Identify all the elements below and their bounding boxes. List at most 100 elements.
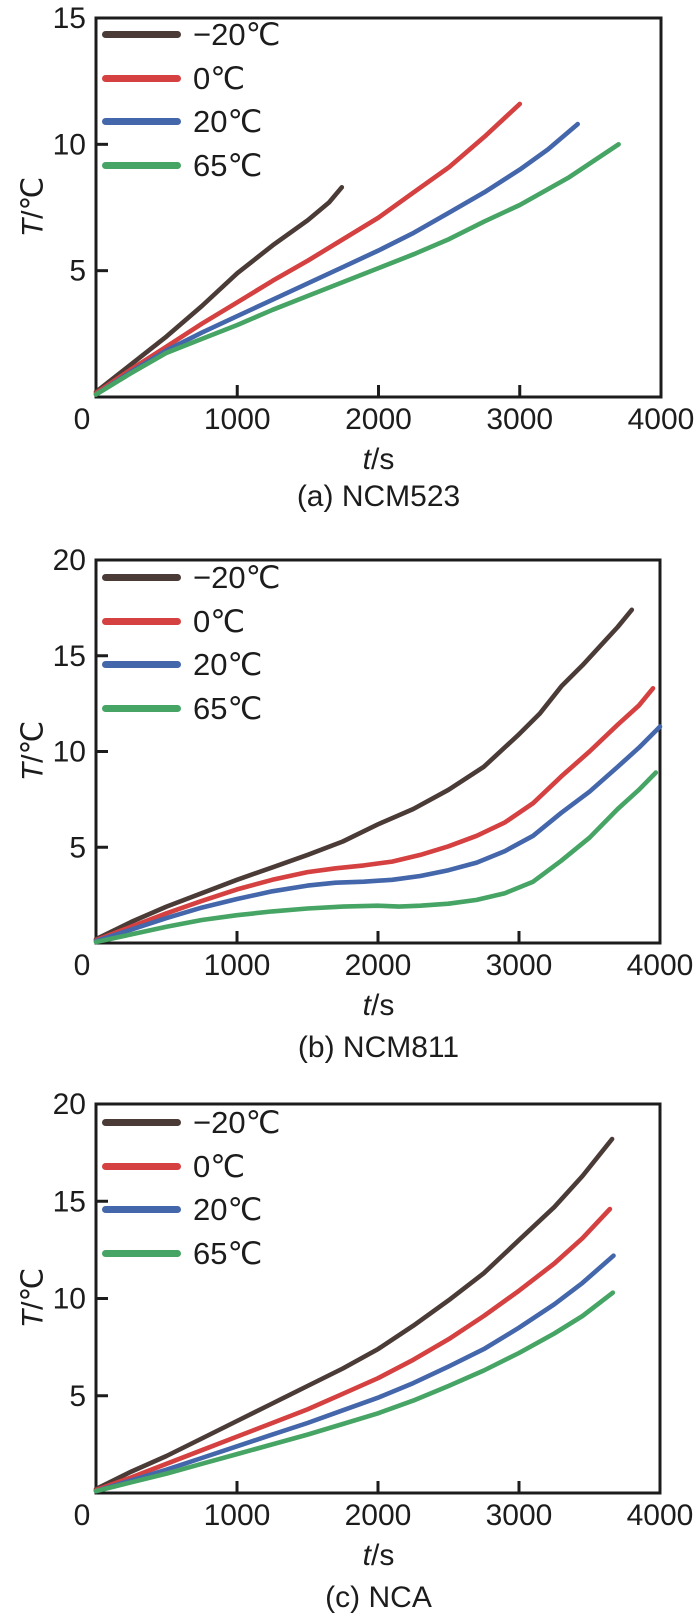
series-line-3	[93, 1290, 616, 1494]
series-line-0	[93, 1136, 615, 1492]
y-axis-title-symbol: T	[16, 762, 50, 782]
chart-b-ncm811: 0 1000 2000 3000 4000 5 10 15 20 −20℃ 0℃ 20℃ 65℃…	[0, 505, 700, 1064]
legend-entry: 20℃	[102, 1188, 280, 1232]
legend-line-swatch-minus20	[102, 1119, 181, 1127]
legend-line-swatch-0	[102, 1162, 181, 1170]
series-line-2	[93, 121, 581, 397]
legend-entry: −20℃	[102, 1101, 280, 1145]
legend-label: 20℃	[193, 647, 263, 683]
x-tick-label: 1000	[204, 949, 271, 982]
legend-entry: −20℃	[102, 556, 280, 600]
subplot-caption: (c) NCA	[325, 1581, 432, 1614]
legend-line-swatch-20	[102, 1206, 181, 1214]
series-line-3	[93, 770, 659, 945]
y-axis-title-symbol: T	[16, 1309, 50, 1329]
x-tick-label: 3000	[486, 1499, 553, 1532]
legend-line-swatch-65	[102, 161, 181, 169]
legend-label: 0℃	[193, 1148, 246, 1184]
y-axis-title: T/℃	[16, 1268, 51, 1328]
subplot-caption: (b) NCM811	[297, 1031, 460, 1064]
x-tick-label: 2000	[345, 949, 412, 982]
plot-border	[94, 16, 663, 399]
legend-line-swatch-20	[102, 118, 181, 126]
legend-label: −20℃	[193, 560, 281, 596]
legend-label: 20℃	[193, 1192, 263, 1228]
series-line-0	[93, 607, 635, 942]
series-line-2	[93, 1253, 616, 1494]
legend-entry: 0℃	[102, 57, 280, 101]
chart-b-plot-canvas: 0 1000 2000 3000 4000 5 10 15 20	[53, 544, 694, 982]
x-tick-label: 4000	[627, 1499, 694, 1532]
legend-line-swatch-20	[102, 661, 181, 669]
y-tick-label: 10	[53, 1283, 86, 1316]
plot-border	[94, 558, 662, 945]
x-tick-label: 0	[74, 403, 91, 436]
x-tick-label: 1000	[204, 403, 271, 436]
legend: −20℃ 0℃ 20℃ 65℃	[102, 556, 280, 730]
legend-label: 65℃	[193, 147, 263, 183]
x-tick-label: 4000	[628, 403, 695, 436]
plot-border	[94, 1102, 662, 1495]
legend-line-swatch-65	[102, 704, 181, 712]
x-tick-label: 0	[74, 949, 91, 982]
y-tick-label: 10	[53, 128, 86, 161]
series-line-1	[93, 101, 523, 396]
legend-label: 0℃	[193, 603, 246, 639]
series-line-3	[93, 142, 621, 397]
legend-line-swatch-65	[102, 1249, 181, 1257]
legend-line-swatch-0	[102, 74, 181, 82]
legend: −20℃ 0℃ 20℃ 65℃	[102, 1101, 280, 1275]
x-tick-label: 1000	[204, 1499, 271, 1532]
legend-label: 65℃	[193, 690, 263, 726]
x-axis-title-symbol: t	[362, 989, 371, 1022]
x-axis-title: t/s	[96, 443, 661, 477]
x-tick-label: 3000	[486, 403, 553, 436]
series-line-0	[93, 185, 345, 395]
legend-entry: 20℃	[102, 100, 280, 144]
y-tick-label: 15	[53, 1185, 86, 1218]
x-tick-label: 4000	[627, 949, 694, 982]
x-tick-label: 2000	[345, 403, 412, 436]
legend-label: −20℃	[193, 1105, 281, 1141]
legend-label: 65℃	[193, 1235, 263, 1271]
x-axis-title: t/s	[96, 989, 661, 1023]
legend-label: 0℃	[193, 60, 246, 96]
legend-entry: 65℃	[102, 687, 280, 731]
legend-entry: 65℃	[102, 1232, 280, 1276]
x-tick-label: 0	[74, 1499, 91, 1532]
x-axis-title-unit: /s	[371, 1539, 395, 1572]
legend-label: 20℃	[193, 104, 263, 140]
y-tick-label: 20	[53, 1088, 86, 1121]
x-axis-title-symbol: t	[362, 1539, 371, 1572]
x-axis-title-unit: /s	[371, 989, 395, 1022]
y-axis-title: T/℃	[16, 177, 51, 237]
x-axis-title-symbol: t	[362, 443, 371, 476]
chart-a-ncm523: 0 1000 2000 3000 4000 5 10 15 −20℃ 0℃ 20℃ 65℃ T…	[0, 0, 700, 513]
y-axis-title-unit: /℃	[16, 176, 50, 219]
y-tick-label: 15	[53, 640, 86, 673]
y-axis-title-symbol: T	[16, 218, 50, 238]
series-line-1	[93, 1206, 613, 1493]
legend-line-swatch-minus20	[102, 31, 181, 39]
x-tick-label: 3000	[486, 949, 553, 982]
y-tick-label: 10	[53, 736, 86, 769]
legend: −20℃ 0℃ 20℃ 65℃	[102, 13, 280, 187]
series-line-2	[93, 724, 663, 944]
y-axis-title: T/℃	[16, 721, 51, 781]
legend-line-swatch-minus20	[102, 574, 181, 582]
y-tick-label: 5	[69, 255, 86, 288]
chart-c-plot-canvas: 0 1000 2000 3000 4000 5 10 15 20	[53, 1088, 694, 1532]
chart-c-nca: 0 1000 2000 3000 4000 5 10 15 20 −20℃ 0℃ 20℃ 65℃…	[0, 1060, 700, 1616]
legend-entry: 20℃	[102, 643, 280, 687]
legend-label: −20℃	[193, 17, 281, 53]
chart-a-plot-canvas: 0 1000 2000 3000 4000 5 10 15	[53, 2, 695, 436]
y-tick-label: 5	[69, 1380, 86, 1413]
y-tick-label: 15	[53, 2, 86, 35]
subplot-caption: (a) NCM523	[296, 480, 461, 513]
legend-entry: 65℃	[102, 144, 280, 188]
legend-entry: 0℃	[102, 600, 280, 644]
y-tick-label: 5	[69, 831, 86, 864]
x-axis-title: t/s	[96, 1539, 661, 1573]
legend-entry: −20℃	[102, 13, 280, 57]
